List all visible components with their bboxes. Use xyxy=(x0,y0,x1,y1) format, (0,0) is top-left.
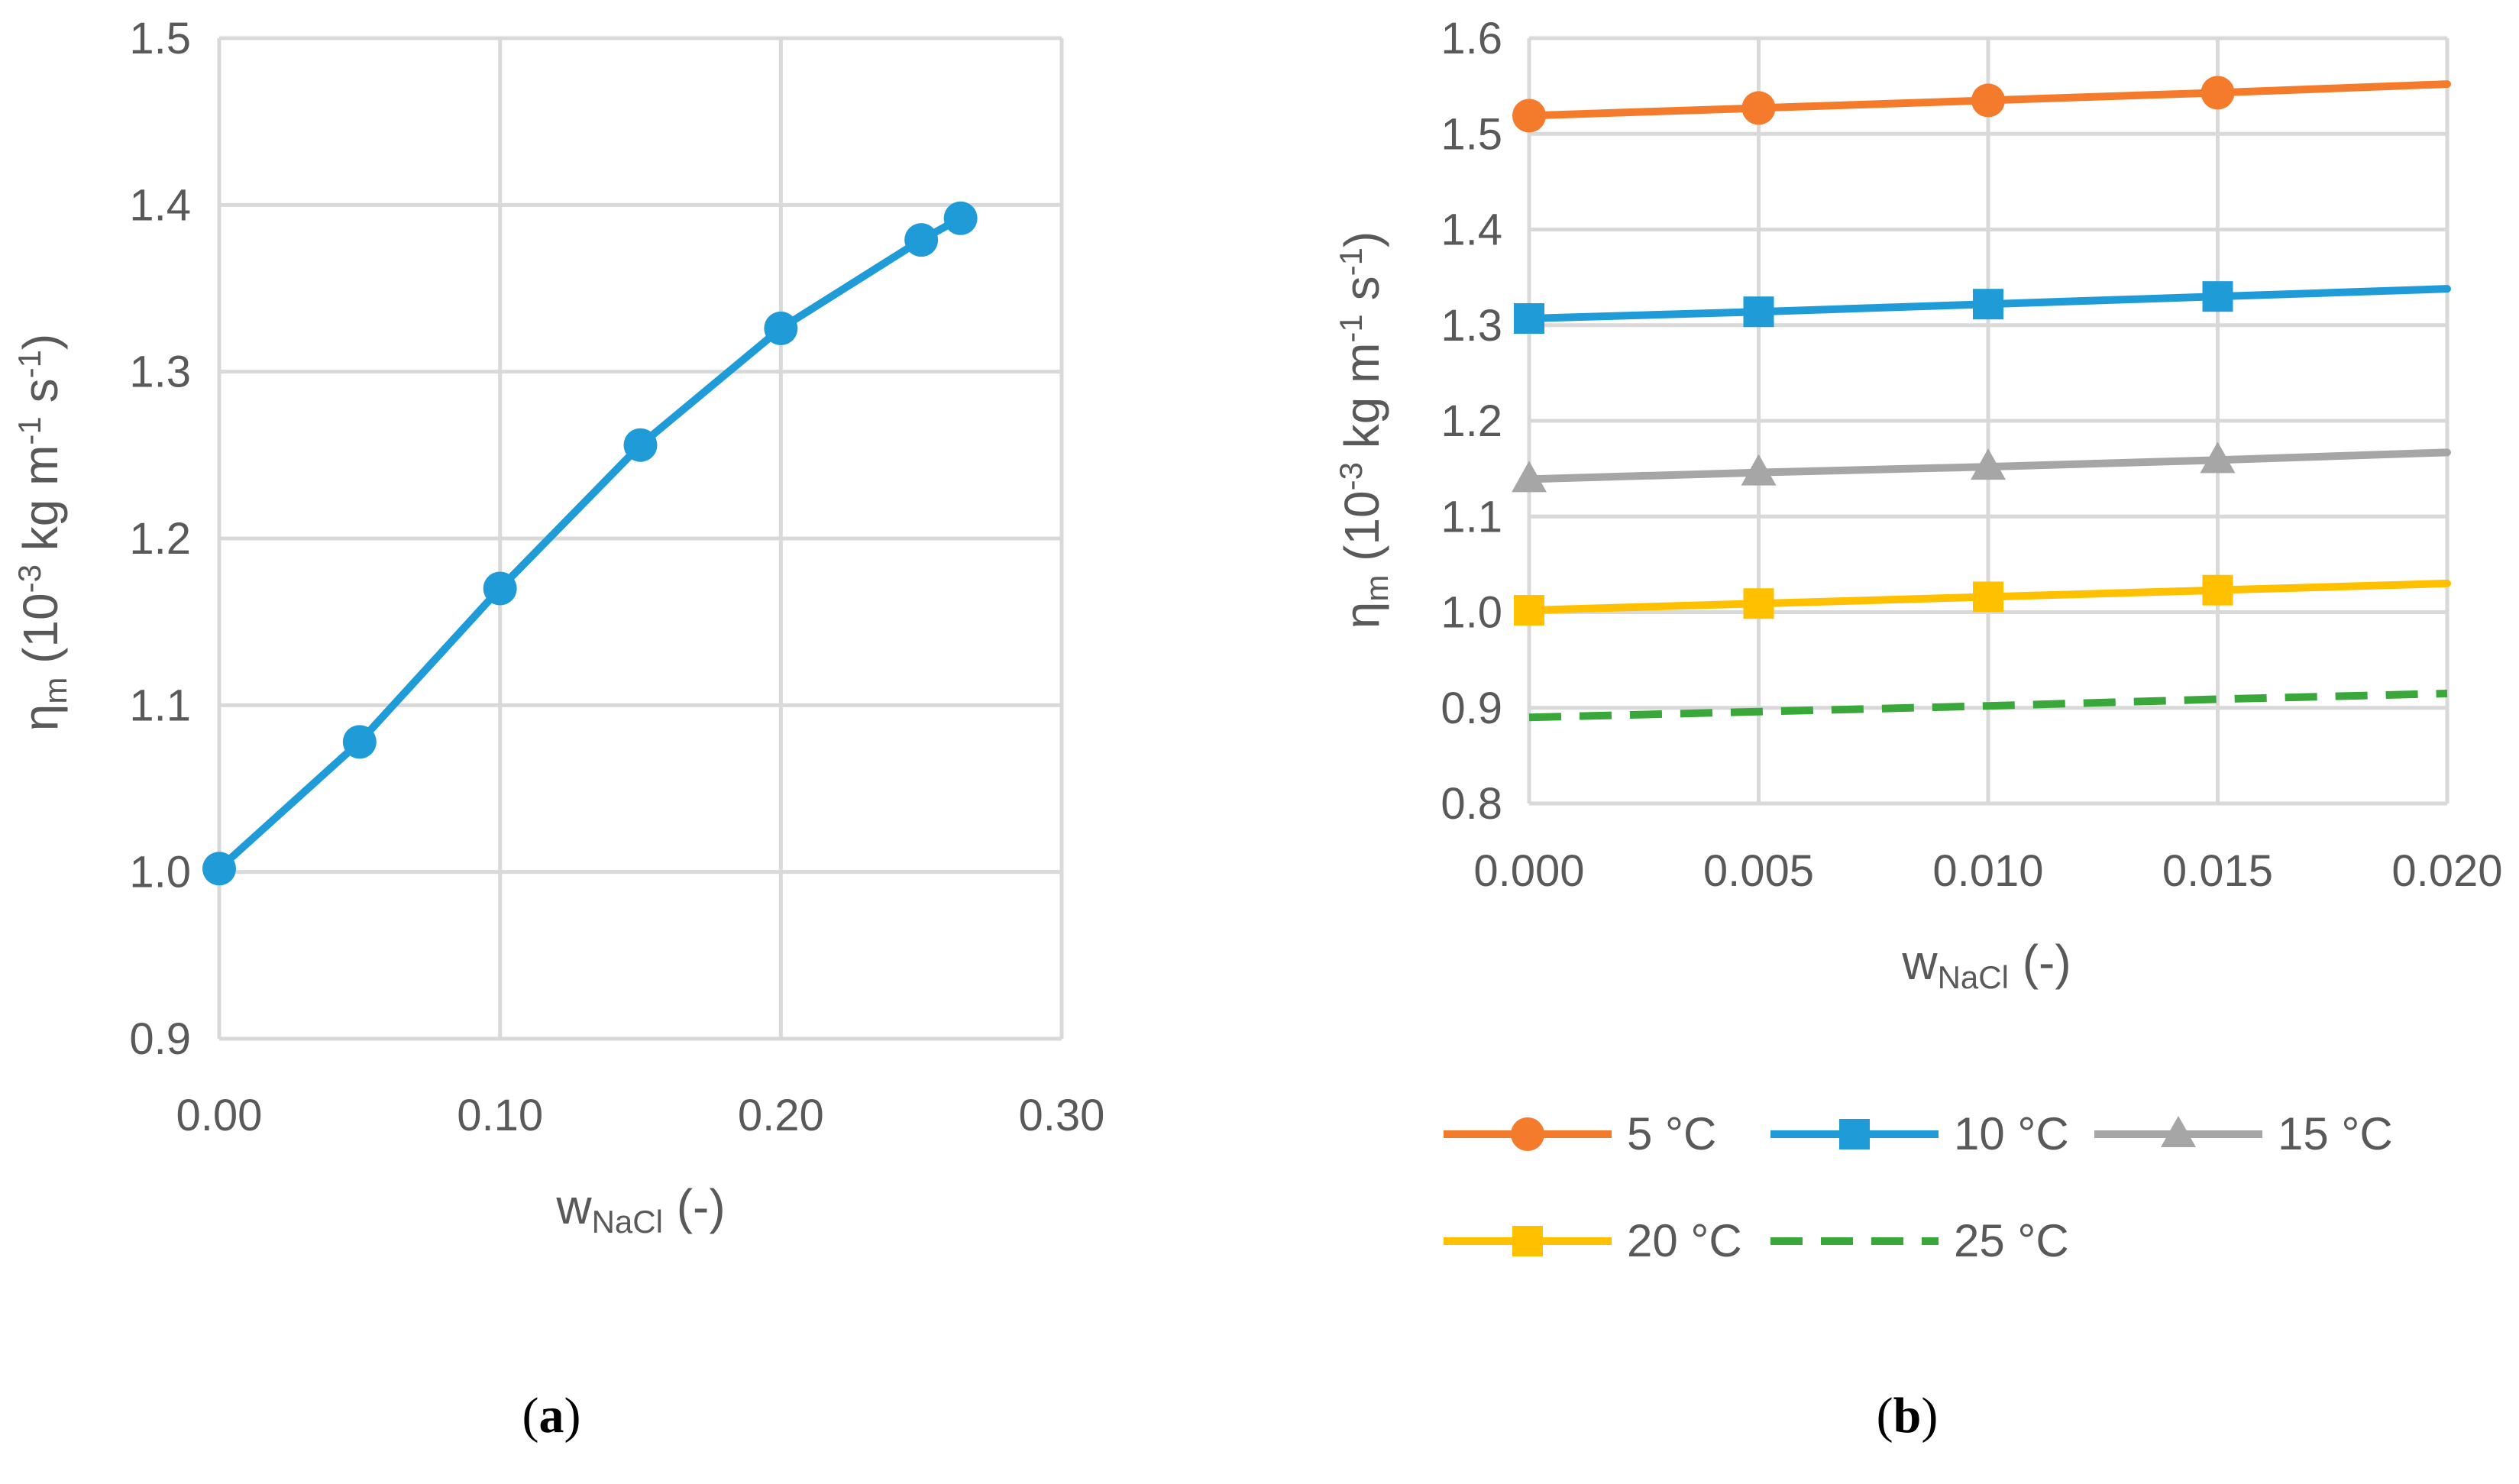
data-point xyxy=(1971,448,2006,480)
y-tick-label: 1.0 xyxy=(129,848,191,897)
legend-label: 10 °C xyxy=(1954,1108,2069,1159)
legend-entry: 15 °C xyxy=(2094,1108,2393,1159)
legend-entry: 10 °C xyxy=(1770,1108,2069,1159)
legend-label: 20 °C xyxy=(1627,1215,1742,1266)
y-tick-label: 1.5 xyxy=(1441,109,1502,159)
series-line xyxy=(215,214,965,873)
x-tick-label: 0.015 xyxy=(2162,846,2273,896)
data-point xyxy=(1514,594,1544,626)
data-point xyxy=(1512,461,1547,493)
y-tick-label: 1.1 xyxy=(1441,492,1502,542)
data-point xyxy=(904,223,939,257)
y-axis-title-b: ηm (10-3 kg m-1 s-1) xyxy=(1333,231,1395,629)
data-point xyxy=(1741,454,1777,486)
data-point xyxy=(2202,574,2233,606)
data-point xyxy=(1971,83,2005,118)
chart-panel-b: 0.80.91.01.11.21.31.41.51.6 0.000 0.005 0.… xyxy=(1333,14,2503,1444)
x-tick-label: 0.30 xyxy=(1019,1091,1105,1140)
y-tick-label: 0.8 xyxy=(1441,779,1502,829)
data-point xyxy=(764,311,798,345)
y-tick-label: 1.3 xyxy=(129,348,191,397)
x-tick-label: 0.10 xyxy=(457,1091,543,1140)
y-tick-label: 1.6 xyxy=(1441,14,1502,63)
x-tick-labels-a: 0.00 0.10 0.20 0.30 xyxy=(176,1091,1105,1140)
legend-entry: 25 °C xyxy=(1770,1215,2069,1266)
data-point xyxy=(2200,441,2236,474)
y-tick-label: 0.9 xyxy=(129,1014,191,1064)
y-tick-labels-b: 0.8 0.9 1.0 1.1 1.2 1.3 1.4 1.5 1.6 xyxy=(1441,14,1502,829)
data-point xyxy=(1743,296,1774,328)
y-tick-label: 1.5 xyxy=(129,14,191,63)
panel-caption-b: (b) xyxy=(1877,1388,1939,1444)
y-tick-label: 0.9 xyxy=(1441,684,1502,733)
x-tick-label: 0.20 xyxy=(738,1091,824,1140)
x-tick-labels-b: 0.000 0.005 0.010 0.015 0.020 xyxy=(1473,846,2502,896)
y-tick-label: 1.0 xyxy=(1441,588,1502,638)
data-point xyxy=(1973,581,2003,613)
data-point xyxy=(2200,76,2235,110)
data-point xyxy=(1973,289,2003,320)
y-tick-label: 1.4 xyxy=(129,180,191,230)
legend-marker xyxy=(2161,1116,2196,1147)
data-point xyxy=(2202,281,2233,312)
data-point xyxy=(1743,588,1774,619)
panel-caption-a: (a) xyxy=(522,1388,581,1444)
data-point xyxy=(1514,302,1544,334)
data-point xyxy=(202,852,236,886)
x-tick-label: 0.005 xyxy=(1703,846,1814,896)
y-tick-label: 1.1 xyxy=(129,681,191,730)
legend-marker xyxy=(1512,1226,1543,1256)
series-layer-a xyxy=(202,201,978,886)
x-tick-label: 0.00 xyxy=(176,1091,263,1140)
data-point xyxy=(623,428,658,462)
y-tick-label: 1.2 xyxy=(1441,396,1502,446)
legend-entry: 20 °C xyxy=(1444,1215,1742,1266)
y-tick-label: 1.4 xyxy=(1441,205,1502,255)
y-tick-label: 1.3 xyxy=(1441,301,1502,351)
y-axis-title-a: ηm (10-3 kg m-1 s-1) xyxy=(11,334,73,732)
x-tick-label: 0.000 xyxy=(1473,846,1584,896)
data-point xyxy=(1741,91,1776,125)
series-layer-b xyxy=(1512,76,2451,722)
x-axis-title-b: wNaCl (-) xyxy=(1901,935,2071,995)
legend-entry: 5 °C xyxy=(1444,1108,1716,1159)
legend-marker xyxy=(1839,1119,1870,1149)
x-axis-title-a: wNaCl (-) xyxy=(555,1179,725,1240)
series-line xyxy=(1528,689,2448,722)
gridlines-b xyxy=(1527,36,2449,806)
legend-marker xyxy=(1511,1117,1544,1151)
data-point xyxy=(483,571,517,606)
legend-b: 5 °C 10 °C 15 °C 20 °C 25 °C xyxy=(1444,1108,2393,1266)
gridlines-a xyxy=(217,36,1064,1041)
chart-panel-a: 0.9 1.0 1.1 1.2 1.3 1.4 1.5 0.00 0.10 0.20 0.30 w… xyxy=(11,14,1104,1444)
y-tick-label: 1.2 xyxy=(129,514,191,564)
legend-label: 5 °C xyxy=(1627,1108,1716,1159)
data-point xyxy=(1512,99,1546,133)
x-tick-label: 0.010 xyxy=(1932,846,2043,896)
data-point xyxy=(342,725,377,759)
legend-label: 15 °C xyxy=(2278,1108,2393,1159)
legend-label: 25 °C xyxy=(1954,1215,2069,1266)
x-tick-label: 0.020 xyxy=(2391,846,2502,896)
data-point xyxy=(943,201,978,235)
y-tick-labels-a: 0.9 1.0 1.1 1.2 1.3 1.4 1.5 xyxy=(129,14,191,1064)
